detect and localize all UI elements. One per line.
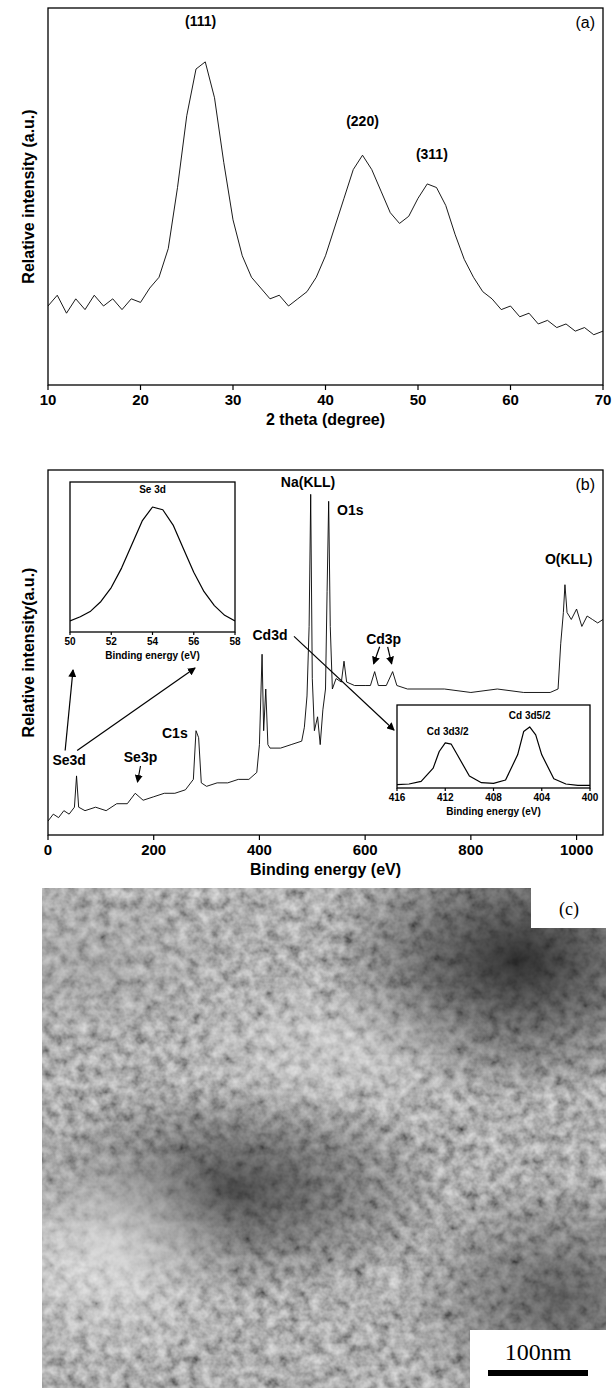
arrow [388,647,392,664]
data-line [48,62,603,335]
chart-2: 50 52 54 56 58 Binding energy (eV) Se 3d [64,482,241,661]
x-tick-label: 20 [132,391,149,408]
chart-0: 10 20 30 40 50 60 70 2 theta (degree) Relative i… [20,8,611,428]
inset-title: Se 3d [139,484,166,495]
annotation: (311) [416,146,448,162]
arrow [294,636,394,730]
annotation: O1s [337,502,364,518]
scale-bar-box [470,1330,606,1388]
x-axis-title: 2 theta (degree) [266,411,385,428]
scale-bar-label: 100nm [505,1339,572,1365]
x-tick-label: 10 [40,391,57,408]
x-axis-title: Binding energy (eV) [105,650,199,661]
tem-shade [42,1130,250,1370]
annotation: (220) [346,113,379,129]
x-tick [365,835,366,840]
plot-frame [48,470,603,835]
x-tick-label: 70 [595,391,612,408]
x-tick [259,835,260,840]
annotation: Se3d [52,752,85,768]
x-tick-label: 800 [458,841,483,858]
panel-label: (a) [575,14,595,31]
data-group [70,507,235,621]
chart-1: 0 200 400 600 800 1000 Binding energy (eV) Rela… [20,470,603,878]
y-axis-title: Relative intensity (a.u.) [20,109,37,283]
annotation: Na(KLL) [281,474,335,490]
x-tick-label: 50 [64,636,76,647]
x-tick-label: 404 [533,792,550,803]
x-tick [47,835,48,840]
x-tick-label: 200 [141,841,166,858]
tem-shade [42,888,240,1050]
tem-image [42,888,606,1388]
annotation: Cd 3d5/2 [509,710,551,721]
annotation: C1s [162,725,188,741]
panel-label: (b) [575,476,595,493]
x-tick [47,385,48,390]
annotation: Se3p [124,749,157,765]
plot-background [48,470,603,835]
plot-frame [48,8,603,385]
x-tick-label: 54 [147,636,159,647]
arrow [138,766,141,782]
x-tick-label: 416 [389,792,406,803]
chart-3: 416 412 408 404 400 Binding energy (eV) Cd 3d3… [389,705,599,817]
x-tick [576,835,577,840]
x-tick-label: 400 [582,792,599,803]
x-tick [232,385,233,390]
x-tick [140,385,141,390]
x-tick-label: 50 [410,391,427,408]
annotation: Cd3p [366,631,401,647]
x-tick [417,385,418,390]
x-tick-label: 408 [485,792,502,803]
x-tick-label: 60 [502,391,519,408]
figure: 10 20 30 40 50 60 70 2 theta (degree) Relative i… [0,0,613,1393]
plot-background [48,8,603,385]
y-axis-title: Relative intensity(a.u.) [20,568,37,738]
plot-frame [397,705,590,788]
x-tick [470,835,471,840]
x-tick-label: 600 [353,841,378,858]
plot-background [70,482,235,632]
x-tick [153,835,154,840]
x-tick-label: 52 [106,636,118,647]
x-tick-label: 0 [44,841,52,858]
scale-bar [488,1370,588,1376]
annotation: Cd 3d3/2 [427,726,469,737]
x-tick [325,385,326,390]
x-tick-label: 58 [229,636,241,647]
arrows [65,636,394,782]
annotation: Cd3d [253,627,288,643]
x-tick-label: 412 [437,792,454,803]
x-tick-label: 40 [317,391,334,408]
arrow [77,668,195,750]
annotation: O(KLL) [545,551,592,567]
x-tick-label: 30 [225,391,242,408]
plot-frame [70,482,235,632]
x-tick-label: 1000 [560,841,593,858]
x-tick [510,385,511,390]
x-tick-label: 400 [247,841,272,858]
x-tick [602,385,603,390]
data-line [70,507,235,621]
panel-label-box [531,888,606,928]
x-axis-title: Binding energy (eV) [250,861,401,878]
tem-shade [400,1170,606,1388]
x-axis-title: Binding energy (eV) [446,806,540,817]
panel-label: (c) [559,899,579,920]
arrow [65,670,73,750]
x-tick-label: 56 [188,636,200,647]
data-group [48,62,603,335]
arrow [374,647,380,664]
plot-background [397,705,590,788]
annotation: (111) [185,13,216,29]
